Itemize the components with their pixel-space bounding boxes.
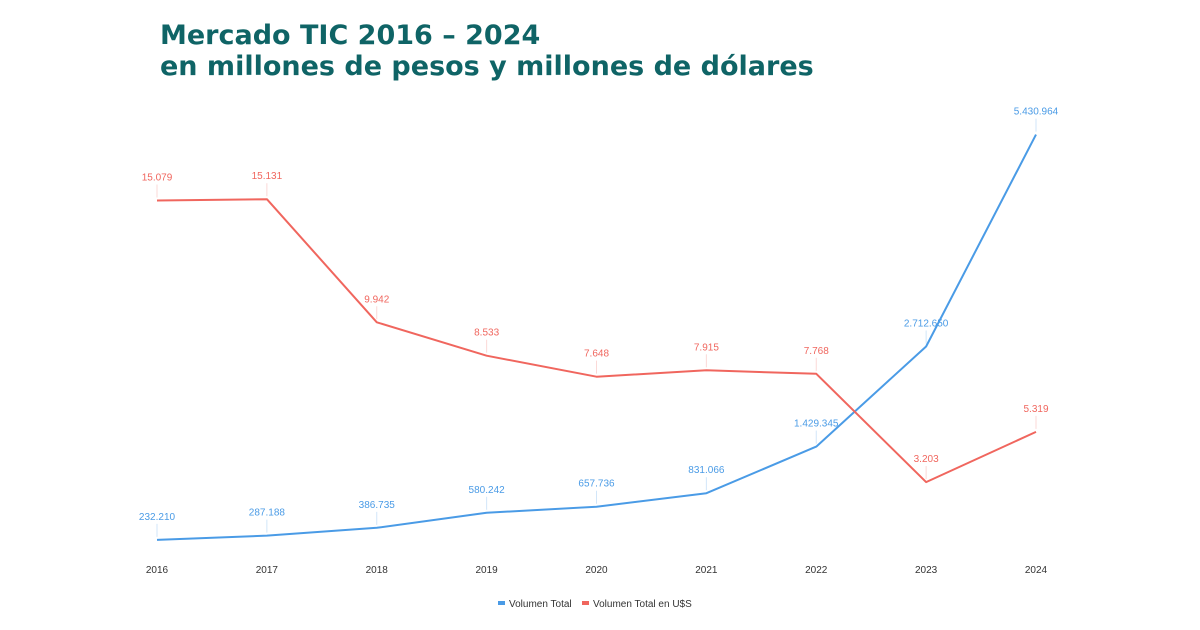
- data-label-volumen-total-usd-2016: 15.079: [142, 172, 173, 183]
- x-tick-label-2018: 2018: [366, 565, 389, 576]
- x-tick-label-2023: 2023: [915, 565, 938, 576]
- chart-title: Mercado TIC 2016 – 2024: [160, 20, 541, 51]
- series-line-volumen-total-usd: [156, 198, 1037, 484]
- x-tick-label-2020: 2020: [585, 565, 608, 576]
- x-tick-label-2016: 2016: [146, 565, 169, 576]
- data-label-volumen-total-usd-2023: 3.203: [914, 454, 939, 465]
- chart-subtitle: en millones de pesos y millones de dólar…: [160, 51, 814, 82]
- data-label-volumen-total-usd-2019: 8.533: [474, 328, 499, 339]
- x-axis: 2016 2017 2018 2019 2020 2021 2022 2023 2024: [146, 565, 1048, 576]
- x-tick-label-2021: 2021: [695, 565, 718, 576]
- x-tick-label-2017: 2017: [256, 565, 279, 576]
- data-label-volumen-total-2022: 1.429.345: [794, 419, 839, 430]
- legend-swatch-volumen-total-usd: [582, 601, 589, 605]
- data-label-volumen-total-2024: 5.430.964: [1014, 107, 1059, 118]
- data-label-volumen-total-usd-2021: 7.915: [694, 342, 719, 353]
- legend-label-volumen-total-usd: Volumen Total en U$S: [593, 599, 692, 610]
- legend-label-volumen-total: Volumen Total: [509, 599, 572, 610]
- x-tick-label-2022: 2022: [805, 565, 828, 576]
- plot-area: [156, 134, 1037, 541]
- legend: Volumen Total Volumen Total en U$S: [498, 599, 692, 610]
- chart-title-block: Mercado TIC 2016 – 2024 en millones de p…: [160, 20, 814, 82]
- data-label-volumen-total-usd-2017: 15.131: [252, 171, 283, 182]
- data-label-volumen-total-2021: 831.066: [688, 465, 725, 476]
- data-label-volumen-total-usd-2024: 5.319: [1023, 404, 1048, 415]
- data-label-volumen-total-usd-2020: 7.648: [584, 349, 609, 360]
- data-label-volumen-total-usd-2022: 7.768: [804, 346, 829, 357]
- x-tick-label-2019: 2019: [476, 565, 499, 576]
- series-line-volumen-total: [156, 134, 1037, 541]
- x-tick-label-2024: 2024: [1025, 565, 1048, 576]
- data-label-volumen-total-2019: 580.242: [469, 485, 506, 496]
- data-label-volumen-total-2016: 232.210: [139, 512, 176, 523]
- data-labels: 232.210 287.188 386.735 580.242 657.736 831.0…: [139, 107, 1059, 537]
- data-label-volumen-total-2018: 386.735: [359, 500, 396, 511]
- legend-swatch-volumen-total: [498, 601, 505, 605]
- data-label-volumen-total-2020: 657.736: [578, 479, 615, 490]
- data-label-volumen-total-2023: 2.712.650: [904, 319, 949, 330]
- data-label-volumen-total-usd-2018: 9.942: [364, 294, 389, 305]
- data-label-volumen-total-2017: 287.188: [249, 508, 286, 519]
